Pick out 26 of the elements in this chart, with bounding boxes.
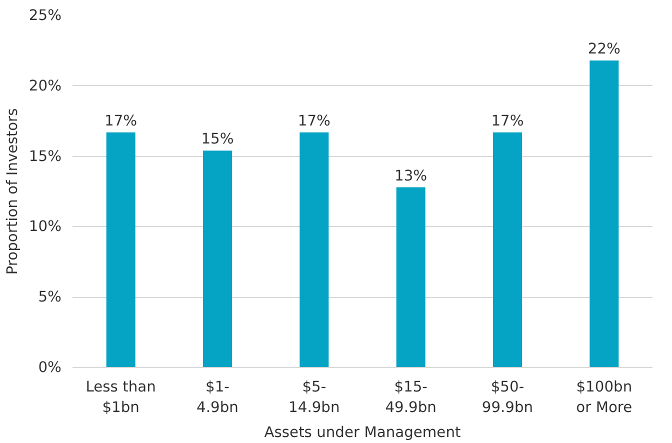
x-tick-label: $15- 49.9bn — [385, 378, 436, 416]
data-label: 17% — [491, 112, 524, 130]
data-label: 15% — [201, 130, 234, 148]
y-tick-label: 5% — [38, 288, 62, 306]
y-tick-label: 0% — [38, 359, 62, 376]
x-tick-label: Less than $1bn — [86, 378, 156, 416]
bar — [396, 187, 426, 368]
y-axis-title: Proportion of Investors — [4, 108, 21, 275]
data-label: 17% — [298, 112, 331, 130]
data-label: 17% — [104, 112, 138, 130]
x-tick-label: $100bn or More — [576, 378, 632, 416]
y-tick-label: 15% — [28, 148, 62, 165]
y-tick-label: 25% — [28, 7, 62, 24]
bar — [493, 132, 522, 368]
y-tick-label: 10% — [28, 218, 62, 236]
x-tick-label: $1- 4.9bn — [196, 378, 238, 416]
x-axis-title: Assets under Management — [264, 424, 461, 441]
y-tick-label: 20% — [28, 77, 62, 94]
data-label: 22% — [588, 40, 621, 58]
data-label: 13% — [394, 167, 428, 184]
bar — [203, 150, 232, 368]
bar — [106, 132, 136, 368]
bar — [300, 132, 329, 368]
x-tick-label: $5- 14.9bn — [288, 378, 340, 416]
x-tick-label: $50- 99.9bn — [482, 378, 534, 416]
bar — [590, 60, 619, 368]
